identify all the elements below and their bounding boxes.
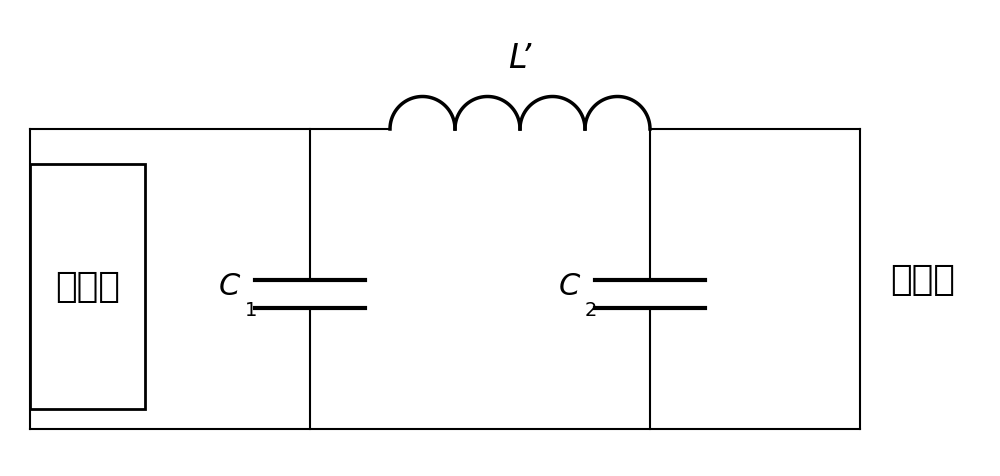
Text: L’: L’ xyxy=(508,42,532,75)
Text: 输出端: 输出端 xyxy=(890,262,955,297)
Text: 1: 1 xyxy=(245,301,257,320)
Text: 逆变侧: 逆变侧 xyxy=(55,270,120,304)
Text: C: C xyxy=(559,272,580,301)
Bar xyxy=(30,165,145,409)
Text: 2: 2 xyxy=(585,301,597,320)
Text: C: C xyxy=(219,272,240,301)
